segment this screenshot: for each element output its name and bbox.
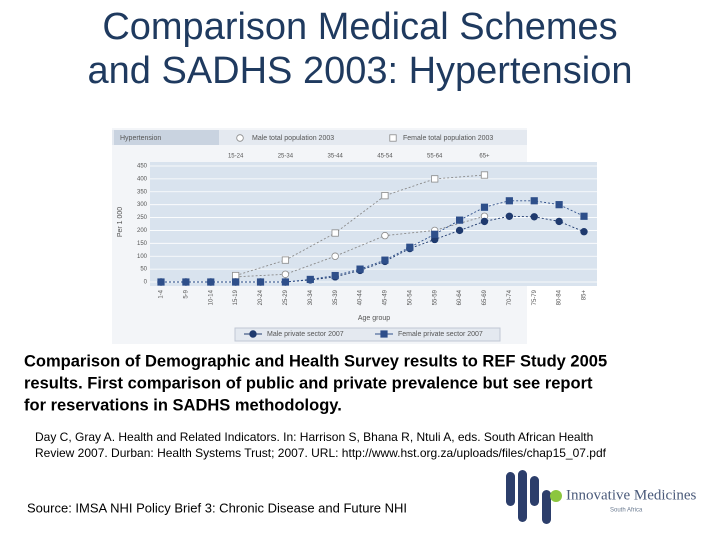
- data-point: [157, 278, 165, 286]
- x-tick-label: 75-79: [532, 289, 538, 305]
- y-tick-label: 400: [137, 176, 148, 182]
- data-point: [555, 201, 563, 209]
- y-tick-label: 0: [144, 280, 148, 286]
- data-point: [580, 228, 588, 236]
- data-point: [406, 243, 414, 251]
- data-point: [480, 217, 489, 226]
- x-tick-label: 55-59: [432, 289, 438, 305]
- chart-title-box: [114, 130, 219, 145]
- reference: Review 2007. Durban: Health Systems Trus…: [35, 446, 607, 460]
- data-point: [381, 256, 389, 264]
- data-point: [256, 278, 265, 286]
- y-tick-label: 450: [137, 164, 148, 170]
- x-tick-label: 80-84: [557, 289, 563, 305]
- source: Source: IMSA NHI Policy Brief 3: Chronic…: [27, 500, 407, 515]
- data-point: [207, 278, 215, 286]
- data-point: [232, 271, 240, 280]
- logo-name: Innovative Medicines: [566, 487, 697, 503]
- data-point: [455, 216, 464, 224]
- data-point: [281, 256, 290, 264]
- data-point: [480, 171, 489, 179]
- data-point: [480, 203, 489, 211]
- series-line: [161, 200, 585, 283]
- y-tick-label: 250: [137, 215, 148, 221]
- data-point: [530, 197, 538, 205]
- y-tick-label: 100: [137, 254, 148, 260]
- x-tick-label: 25-29: [283, 289, 289, 305]
- y-tick-label: 50: [140, 267, 147, 273]
- x-tick-label: 45-49: [383, 289, 389, 305]
- data-point: [455, 226, 464, 235]
- x-tick-label: 20-24: [258, 289, 264, 305]
- data-point: [505, 197, 513, 205]
- data-point: [331, 252, 339, 260]
- x-tick-label: 5-9: [183, 289, 189, 298]
- y-tick-label: 350: [137, 189, 148, 195]
- data-point: [331, 271, 339, 280]
- data-point: [530, 213, 538, 221]
- legend-marker: [389, 134, 397, 142]
- slide-title: and SADHS 2003: Hypertension: [88, 50, 633, 92]
- data-point: [431, 230, 439, 238]
- logo: Innovative Medicines South Africa: [506, 470, 697, 524]
- y-tick-label: 150: [137, 241, 148, 247]
- caption: results. First comparison of public and …: [24, 374, 593, 392]
- caption: Comparison of Demographic and Health Sur…: [24, 352, 607, 370]
- data-point: [281, 278, 290, 286]
- top-category-label: 25-34: [278, 154, 294, 160]
- data-point: [580, 212, 588, 220]
- x-tick-label: 65-69: [482, 289, 488, 305]
- slide-title: Comparison Medical Schemes: [102, 6, 617, 48]
- top-category-label: 55-64: [427, 154, 443, 160]
- legend-marker: [236, 134, 244, 142]
- legend-label: Male total population 2003: [252, 135, 334, 142]
- data-point: [381, 231, 389, 240]
- x-tick-label: 70-74: [507, 289, 513, 305]
- data-point: [281, 270, 290, 278]
- reference: Day C, Gray A. Health and Related Indica…: [35, 430, 593, 444]
- top-category-label: 45-54: [377, 154, 393, 160]
- y-axis-label: Per 1 000: [117, 207, 124, 237]
- x-tick-label: 60-64: [457, 289, 463, 305]
- x-tick-label: 30-34: [308, 289, 314, 305]
- data-point: [356, 265, 364, 273]
- top-category-label: 35-44: [327, 154, 343, 160]
- bottom-legend: [234, 327, 501, 342]
- data-point: [232, 278, 240, 286]
- x-tick-label: 10-14: [208, 289, 214, 305]
- logo-sub: South Africa: [610, 508, 643, 514]
- data-point: [182, 278, 190, 286]
- data-point: [306, 275, 314, 284]
- legend-label: Female private sector 2007: [398, 331, 483, 338]
- series-line: [235, 215, 485, 278]
- x-tick-label: 35-39: [333, 289, 339, 305]
- data-point: [381, 192, 389, 200]
- data-point: [505, 212, 514, 220]
- legend-marker: [249, 330, 257, 338]
- data-point: [555, 217, 563, 226]
- x-tick-label: 1-4: [159, 289, 165, 298]
- caption: for reservations in SADHS methodology.: [24, 396, 342, 414]
- x-tick-label: 85+: [582, 290, 588, 301]
- series-line: [161, 215, 585, 283]
- x-axis-label: Age group: [358, 315, 390, 322]
- x-tick-label: 50-54: [407, 289, 413, 305]
- plot-area: [150, 162, 597, 286]
- legend-marker: [380, 330, 388, 338]
- data-point: [431, 175, 439, 183]
- chart-title: Hypertension: [120, 135, 161, 142]
- legend-label: Male private sector 2007: [267, 331, 344, 338]
- legend-label: Female total population 2003: [403, 135, 493, 142]
- data-point: [331, 229, 339, 237]
- top-category-label: 65+: [479, 154, 490, 160]
- top-category-label: 15-24: [228, 154, 244, 160]
- x-tick-label: 15-19: [233, 289, 239, 305]
- x-tick-label: 40-44: [358, 289, 364, 305]
- y-tick-label: 200: [137, 228, 148, 234]
- y-tick-label: 300: [137, 202, 148, 208]
